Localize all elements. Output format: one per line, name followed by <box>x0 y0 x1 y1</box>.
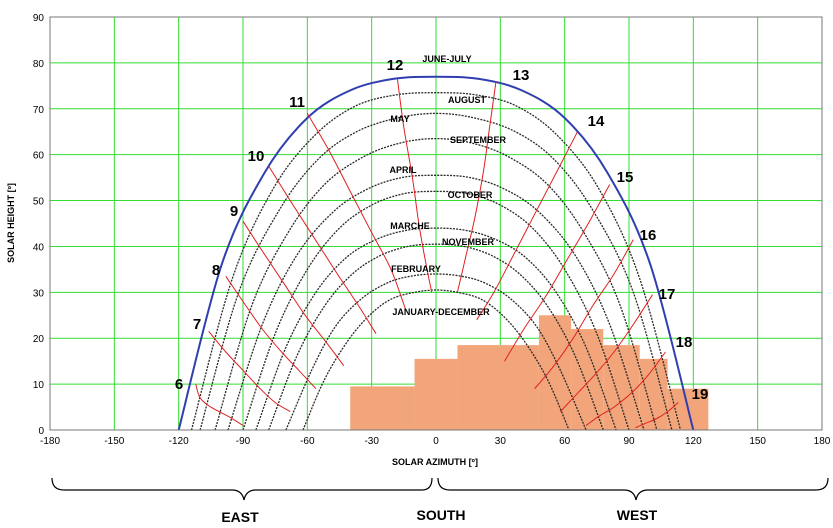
south-label: SOUTH <box>417 507 466 523</box>
hour-label-13: 13 <box>513 67 530 84</box>
x-tick-label: 90 <box>623 436 635 447</box>
month-label-october: OCTOBER <box>448 190 493 200</box>
plot-frame <box>49 16 823 431</box>
y-tick-label: 30 <box>33 288 45 299</box>
hour-line <box>268 165 377 334</box>
x-tick-label: 0 <box>433 436 439 447</box>
obstruction-area <box>350 315 709 430</box>
obstruction-bar <box>603 345 640 430</box>
hour-label-17: 17 <box>659 286 676 303</box>
hour-line <box>476 131 578 321</box>
obstruction-bar <box>350 386 415 430</box>
west-brace <box>437 477 829 501</box>
hour-label-16: 16 <box>640 227 657 244</box>
hour-lines <box>195 78 679 429</box>
sun-path-line <box>214 137 658 431</box>
y-tick-label: 70 <box>33 105 45 116</box>
x-tick-label: 30 <box>495 436 507 447</box>
hour-line <box>560 294 654 412</box>
x-tick-label: -90 <box>236 436 251 447</box>
month-label-january-december: JANUARY-DECEMBER <box>392 307 490 317</box>
hour-line <box>225 276 317 390</box>
obstruction-bar <box>414 358 458 430</box>
y-tick-label: 90 <box>33 13 45 24</box>
hour-label-6: 6 <box>175 376 183 393</box>
sun-path-line <box>177 75 695 431</box>
y-tick-label: 10 <box>33 380 45 391</box>
hour-label-9: 9 <box>230 203 238 220</box>
x-tick-label: -180 <box>40 436 60 447</box>
month-label-may: MAY <box>390 114 409 124</box>
month-label-june-july: JUNE-JULY <box>422 54 471 64</box>
y-tick-label: 0 <box>38 426 44 437</box>
obstruction-bar <box>538 315 572 430</box>
hour-label-15: 15 <box>617 169 634 186</box>
west-label: WEST <box>617 507 658 523</box>
sun-path-line <box>285 273 587 431</box>
y-tick-label: 50 <box>33 197 45 208</box>
sun-path-line <box>227 174 645 431</box>
y-axis-title: SOLAR HEIGHT [º] <box>6 183 16 263</box>
x-tick-label: -150 <box>104 436 124 447</box>
hour-line <box>242 220 345 367</box>
x-tick-label: -60 <box>300 436 315 447</box>
month-label-april: APRIL <box>390 165 418 175</box>
hour-line <box>396 78 433 293</box>
hour-label-8: 8 <box>212 262 220 279</box>
y-tick-label: 20 <box>33 334 45 345</box>
month-label-november: NOVEMBER <box>442 237 495 247</box>
east-label: EAST <box>221 509 259 525</box>
hour-line <box>504 184 611 362</box>
hour-label-7: 7 <box>193 316 201 333</box>
sun-path-line <box>242 190 630 431</box>
hour-line <box>306 113 407 311</box>
hour-label-11: 11 <box>289 94 305 111</box>
hour-line <box>208 330 291 413</box>
hour-label-18: 18 <box>676 334 693 351</box>
hour-line <box>585 351 666 426</box>
hour-label-12: 12 <box>387 57 404 74</box>
x-tick-label: -120 <box>169 436 189 447</box>
hour-label-10: 10 <box>248 148 265 165</box>
x-tick-label: 60 <box>559 436 571 447</box>
hour-line <box>195 383 244 426</box>
sun-paths <box>177 75 695 431</box>
tick-labels: -180 -150 -120 -90 -60 -30 0 30 60 90 120 150 180 0 10… <box>33 13 831 447</box>
month-label-august: AUGUST <box>448 95 487 105</box>
hour-line <box>534 239 634 390</box>
hour-line <box>635 402 679 429</box>
x-tick-label: 120 <box>685 436 702 447</box>
month-label-february: FEBRUARY <box>391 264 441 274</box>
x-tick-label: 180 <box>814 436 831 447</box>
y-tick-label: 40 <box>33 242 45 253</box>
hour-line <box>456 81 497 293</box>
month-label-marche: MARCHE <box>390 221 430 231</box>
obstruction-bar <box>571 329 604 430</box>
x-tick-label: -30 <box>364 436 379 447</box>
east-brace <box>51 477 433 501</box>
x-tick-label: 150 <box>749 436 766 447</box>
sun-path-line <box>302 289 570 431</box>
month-label-september: SEPTEMBER <box>450 135 507 145</box>
y-tick-label: 60 <box>33 151 45 162</box>
y-tick-label: 80 <box>33 59 45 70</box>
hour-label-14: 14 <box>588 113 605 130</box>
obstruction-bar <box>457 345 539 430</box>
hour-label-19: 19 <box>692 386 709 403</box>
sun-path-line <box>268 243 604 431</box>
sun-path-line <box>255 227 617 431</box>
sun-path-line <box>190 92 682 431</box>
x-axis-title: SOLAR AZIMUTH [º] <box>392 457 478 467</box>
